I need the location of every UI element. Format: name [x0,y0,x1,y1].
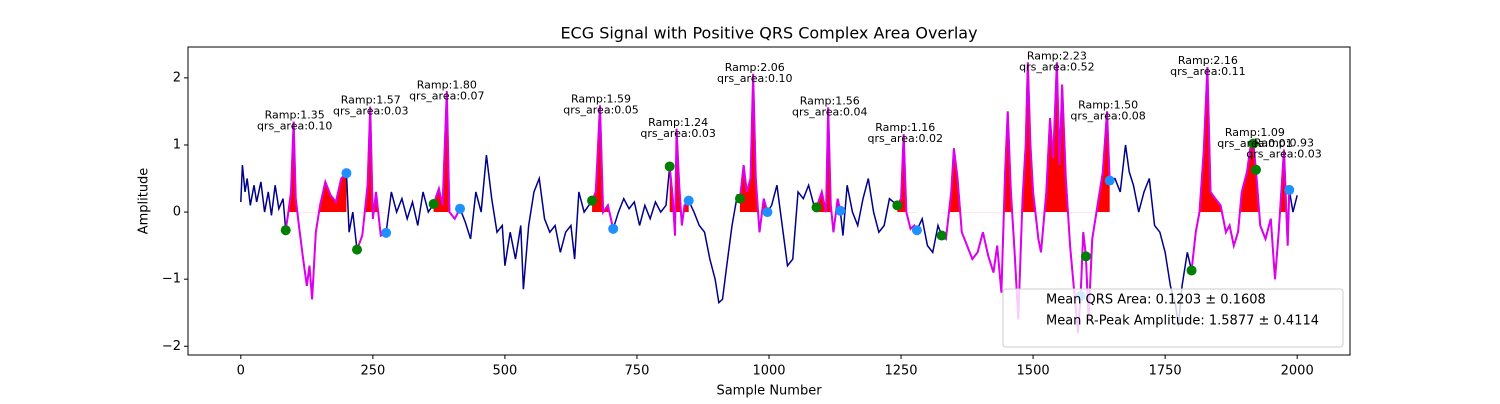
onset-marker [352,244,363,255]
annotation: Ramp:0.93 [1254,137,1314,150]
offset-marker [341,168,352,179]
offset-marker [762,207,773,218]
qrs-segment [815,107,842,233]
x-tick-label: 0 [237,364,245,379]
annotation: Ramp:2.06 [725,61,785,74]
qrs-area [941,62,1086,213]
x-axis-label: Sample Number [716,384,822,399]
annotation: qrs_area:0.03 [333,105,408,118]
annotation: qrs_area:0.02 [868,132,943,145]
onset-marker [811,202,822,213]
onset-marker [1080,251,1091,262]
qrs-segment [738,73,769,233]
qrs-segment [1190,67,1291,280]
y-tick-label: 0 [173,205,181,220]
annotation: Ramp:1.80 [417,78,477,91]
legend-box [1002,288,1344,348]
annotation: qrs_area:0.04 [792,105,867,118]
qrs-segment [432,91,461,221]
ecg-line [240,62,1298,333]
qrs-area [592,105,614,213]
y-tick-label: 2 [173,70,181,85]
chart-title: ECG Signal with Positive QRS Complex Are… [560,24,977,43]
annotation: Ramp:1.50 [1078,98,1138,111]
x-tick-label: 1750 [1149,364,1182,379]
y-tick-label: −2 [162,339,181,354]
y-tick-label: −1 [162,272,181,287]
qrs-segment [896,134,918,231]
annotation: qrs_area:0.10 [717,72,792,85]
x-tick-label: 250 [360,364,385,379]
x-tick-label: 2000 [1281,364,1314,379]
offset-marker [1284,184,1295,195]
offset-marker [1104,175,1115,186]
x-tick-label: 750 [625,364,650,379]
annotation: Ramp:1.35 [265,108,325,121]
x-tick-label: 1250 [884,364,917,379]
onset-marker [587,195,598,206]
offset-marker [608,223,619,234]
plot-frame [187,46,1351,356]
legend-entry: Mean R-Peak Amplitude: 1.5877 ± 0.4114 [1046,314,1319,329]
qrs-segment [941,62,1087,333]
annotation: qrs_area:0.03 [640,127,715,140]
qrs-segment [284,121,348,300]
annotation: Ramp:1.09 [1225,126,1285,139]
annotation: qrs_area:0.03 [1246,148,1321,161]
legend-entry: Mean QRS Area: 0.1203 ± 0.1608 [1046,293,1266,308]
offset-marker [911,225,922,236]
offset-marker [381,227,392,238]
qrs-segment [591,105,615,230]
annotation: qrs_area:0.11 [1170,65,1245,78]
onset-marker [280,225,291,236]
annotation: qrs_area:0.08 [1070,109,1145,122]
onset-marker [936,230,947,241]
annotation: Ramp:1.59 [571,92,631,105]
annotation: Ramp:1.56 [800,94,860,107]
onset-marker [1248,138,1259,149]
annotation: Ramp:1.16 [875,121,935,134]
onset-marker [734,193,745,204]
qrs-area [1085,111,1110,213]
qrs-segment [356,106,387,250]
annotation: Ramp:2.16 [1178,54,1238,67]
annotation: qrs_area:0.07 [409,89,484,102]
offset-marker [455,203,466,214]
qrs-area [285,121,347,213]
onset-marker [1186,265,1197,276]
x-tick-label: 1500 [1017,364,1050,379]
annotation: Ramp:1.24 [648,116,708,129]
x-tick-label: 500 [492,364,517,379]
qrs-segment [668,128,690,236]
annotation: Ramp:1.57 [341,94,401,107]
y-tick-label: 1 [173,137,181,152]
offset-marker [835,205,846,216]
onset-marker [428,199,439,210]
y-axis-label: Amplitude [137,168,152,235]
qrs-area [739,73,768,213]
onset-marker [892,200,903,211]
offset-marker [683,195,694,206]
annotation: qrs_area:0.01 [1217,137,1292,150]
annotation: qrs_area:0.52 [1019,60,1094,73]
qrs-area [816,107,841,213]
x-tick-label: 1000 [752,364,785,379]
annotation: qrs_area:0.05 [563,103,638,116]
onset-marker [1250,164,1261,175]
onset-marker [664,161,675,172]
qrs-area [433,91,461,213]
annotation: Ramp:2.23 [1027,49,1087,62]
annotation: qrs_area:0.10 [257,119,332,132]
